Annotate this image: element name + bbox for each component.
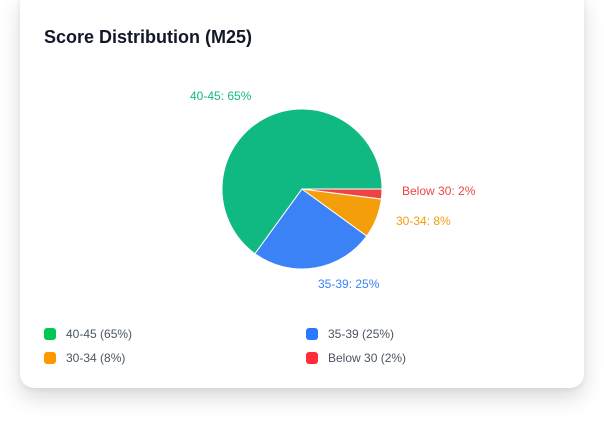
legend-item: 30-34 (8%) xyxy=(44,351,125,365)
legend-item: 40-45 (65%) xyxy=(44,327,132,341)
legend-swatch xyxy=(306,352,318,364)
legend-label: 30-34 (8%) xyxy=(66,351,126,365)
pie-slice-below-30 xyxy=(301,188,383,200)
pie-slice-35-39 xyxy=(254,188,368,270)
legend-swatch xyxy=(306,328,318,340)
legend-label: 35-39 (25%) xyxy=(328,327,395,341)
legend-label: 40-45 (65%) xyxy=(66,327,133,341)
pie-data-label: Below 30: 2% xyxy=(402,184,476,198)
pie-data-label: 40-45: 65% xyxy=(190,89,252,103)
legend-swatch xyxy=(44,352,56,364)
chart-title: Score Distribution (M25) xyxy=(44,27,253,47)
pie-data-label: 35-39: 25% xyxy=(318,277,380,291)
pie-data-label: 30-34: 8% xyxy=(396,214,451,228)
legend-label: Below 30 (2%) xyxy=(328,351,407,365)
legend-swatch xyxy=(44,328,56,340)
pie-slice-40-45 xyxy=(221,108,383,255)
legend-item: Below 30 (2%) xyxy=(306,351,406,365)
legend-item: 35-39 (25%) xyxy=(306,327,394,341)
